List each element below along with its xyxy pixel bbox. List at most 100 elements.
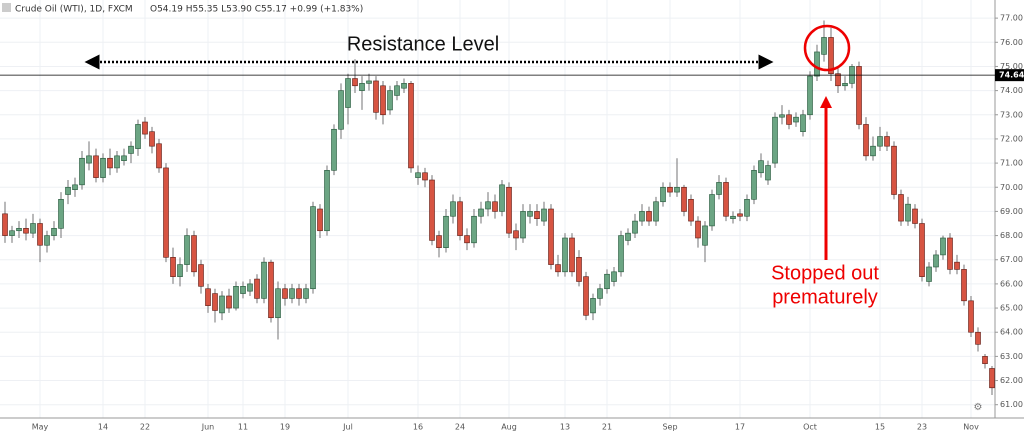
price-line-box xyxy=(995,69,1024,82)
symbol-icon xyxy=(2,3,11,12)
y-tick-label: 75.00 xyxy=(1000,62,1023,71)
candle-body xyxy=(919,223,925,277)
candle-body xyxy=(422,172,428,181)
candle-body xyxy=(373,80,379,113)
candle-body xyxy=(450,201,456,217)
y-tick-label: 77.00 xyxy=(1000,14,1023,23)
candle-body xyxy=(548,208,554,265)
x-tick-label: 11 xyxy=(238,423,248,432)
candle-body xyxy=(37,223,43,246)
x-tick-label: May xyxy=(32,423,49,432)
candle-body xyxy=(513,230,519,239)
y-tick-label: 64.00 xyxy=(1000,328,1023,337)
x-tick-label: Jul xyxy=(342,423,353,432)
candle-body xyxy=(842,83,848,87)
settings-icon[interactable]: ⚙ xyxy=(974,402,983,413)
candle-body xyxy=(905,203,911,222)
candle-body xyxy=(58,199,64,229)
candle-body xyxy=(765,165,771,181)
y-tick-label: 74.00 xyxy=(1000,86,1023,95)
x-tick-label: Aug xyxy=(501,423,517,432)
ohlc-legend: O54.19 H55.35 L53.90 C55.17 +0.99 (+1.83… xyxy=(150,5,363,15)
y-tick-label: 69.00 xyxy=(1000,207,1023,216)
candle-body xyxy=(93,155,99,178)
candle-body xyxy=(681,186,687,212)
candle-body xyxy=(898,194,904,222)
x-tick-label: 16 xyxy=(413,423,423,432)
candle-body xyxy=(891,145,897,195)
candle-body xyxy=(989,368,995,389)
candle-body xyxy=(856,66,862,125)
candle-body xyxy=(303,288,309,299)
candle-body xyxy=(30,223,36,234)
candle-body xyxy=(142,121,148,135)
candle-body xyxy=(562,237,568,273)
candle-body xyxy=(2,213,8,236)
candle-body xyxy=(345,78,351,108)
candle-body xyxy=(184,235,190,265)
candle-body xyxy=(464,235,470,244)
y-tick-label: 68.00 xyxy=(1000,231,1023,240)
highlight-circle xyxy=(803,24,851,72)
candle-body xyxy=(520,211,526,239)
candle-body xyxy=(429,179,435,241)
candle-body xyxy=(79,157,85,186)
candle-body xyxy=(744,199,750,217)
candle-body xyxy=(975,331,981,345)
candle-body xyxy=(576,257,582,282)
candle-body xyxy=(254,278,260,299)
price-line-label: 74.64 xyxy=(999,71,1024,80)
candle-body xyxy=(408,83,414,169)
candle-body xyxy=(324,170,330,232)
x-tick-label: 21 xyxy=(602,423,612,432)
candle-body xyxy=(730,215,736,219)
candle-body xyxy=(499,184,505,212)
candle-body xyxy=(149,131,155,147)
x-tick-label: 23 xyxy=(917,423,927,432)
candle-body xyxy=(541,208,547,222)
candle-body xyxy=(912,208,918,224)
candle-body xyxy=(359,83,365,91)
candle-body xyxy=(331,128,337,171)
candle-body xyxy=(114,155,120,169)
y-tick-label: 65.00 xyxy=(1000,304,1023,313)
candle-body xyxy=(814,51,820,77)
candle-body xyxy=(807,75,813,116)
candle-body xyxy=(310,206,316,290)
candle-body xyxy=(625,232,631,241)
candle-body xyxy=(653,201,659,222)
candle-body xyxy=(16,228,22,232)
candle-body xyxy=(317,208,323,232)
candle-body xyxy=(338,90,344,130)
candle-body xyxy=(961,269,967,302)
x-tick-label: 22 xyxy=(140,423,150,432)
candle-body xyxy=(282,288,288,299)
candle-body xyxy=(695,220,701,239)
candle-body xyxy=(534,211,540,219)
candle-body xyxy=(702,225,708,246)
y-tick-label: 66.00 xyxy=(1000,279,1023,288)
candle-body xyxy=(709,194,715,227)
candle-body xyxy=(485,201,491,210)
candle-body xyxy=(478,208,484,217)
candle-body xyxy=(275,288,281,319)
candle-body xyxy=(737,213,743,217)
candle-body xyxy=(618,235,624,273)
candle-body xyxy=(604,273,610,290)
candle-body xyxy=(632,220,638,234)
candle-body xyxy=(415,172,421,178)
x-tick-label: Nov xyxy=(963,423,979,432)
candle-body xyxy=(205,288,211,306)
candle-body xyxy=(212,293,218,311)
candle-body xyxy=(352,78,358,87)
candle-body xyxy=(366,80,372,84)
candle-body xyxy=(779,114,785,118)
candle-body xyxy=(289,288,295,299)
candle-body xyxy=(863,124,869,157)
candle-body xyxy=(506,186,512,234)
y-tick-label: 67.00 xyxy=(1000,255,1023,264)
candle-body xyxy=(51,228,57,236)
candle-body xyxy=(674,186,680,193)
candle-body xyxy=(884,136,890,147)
